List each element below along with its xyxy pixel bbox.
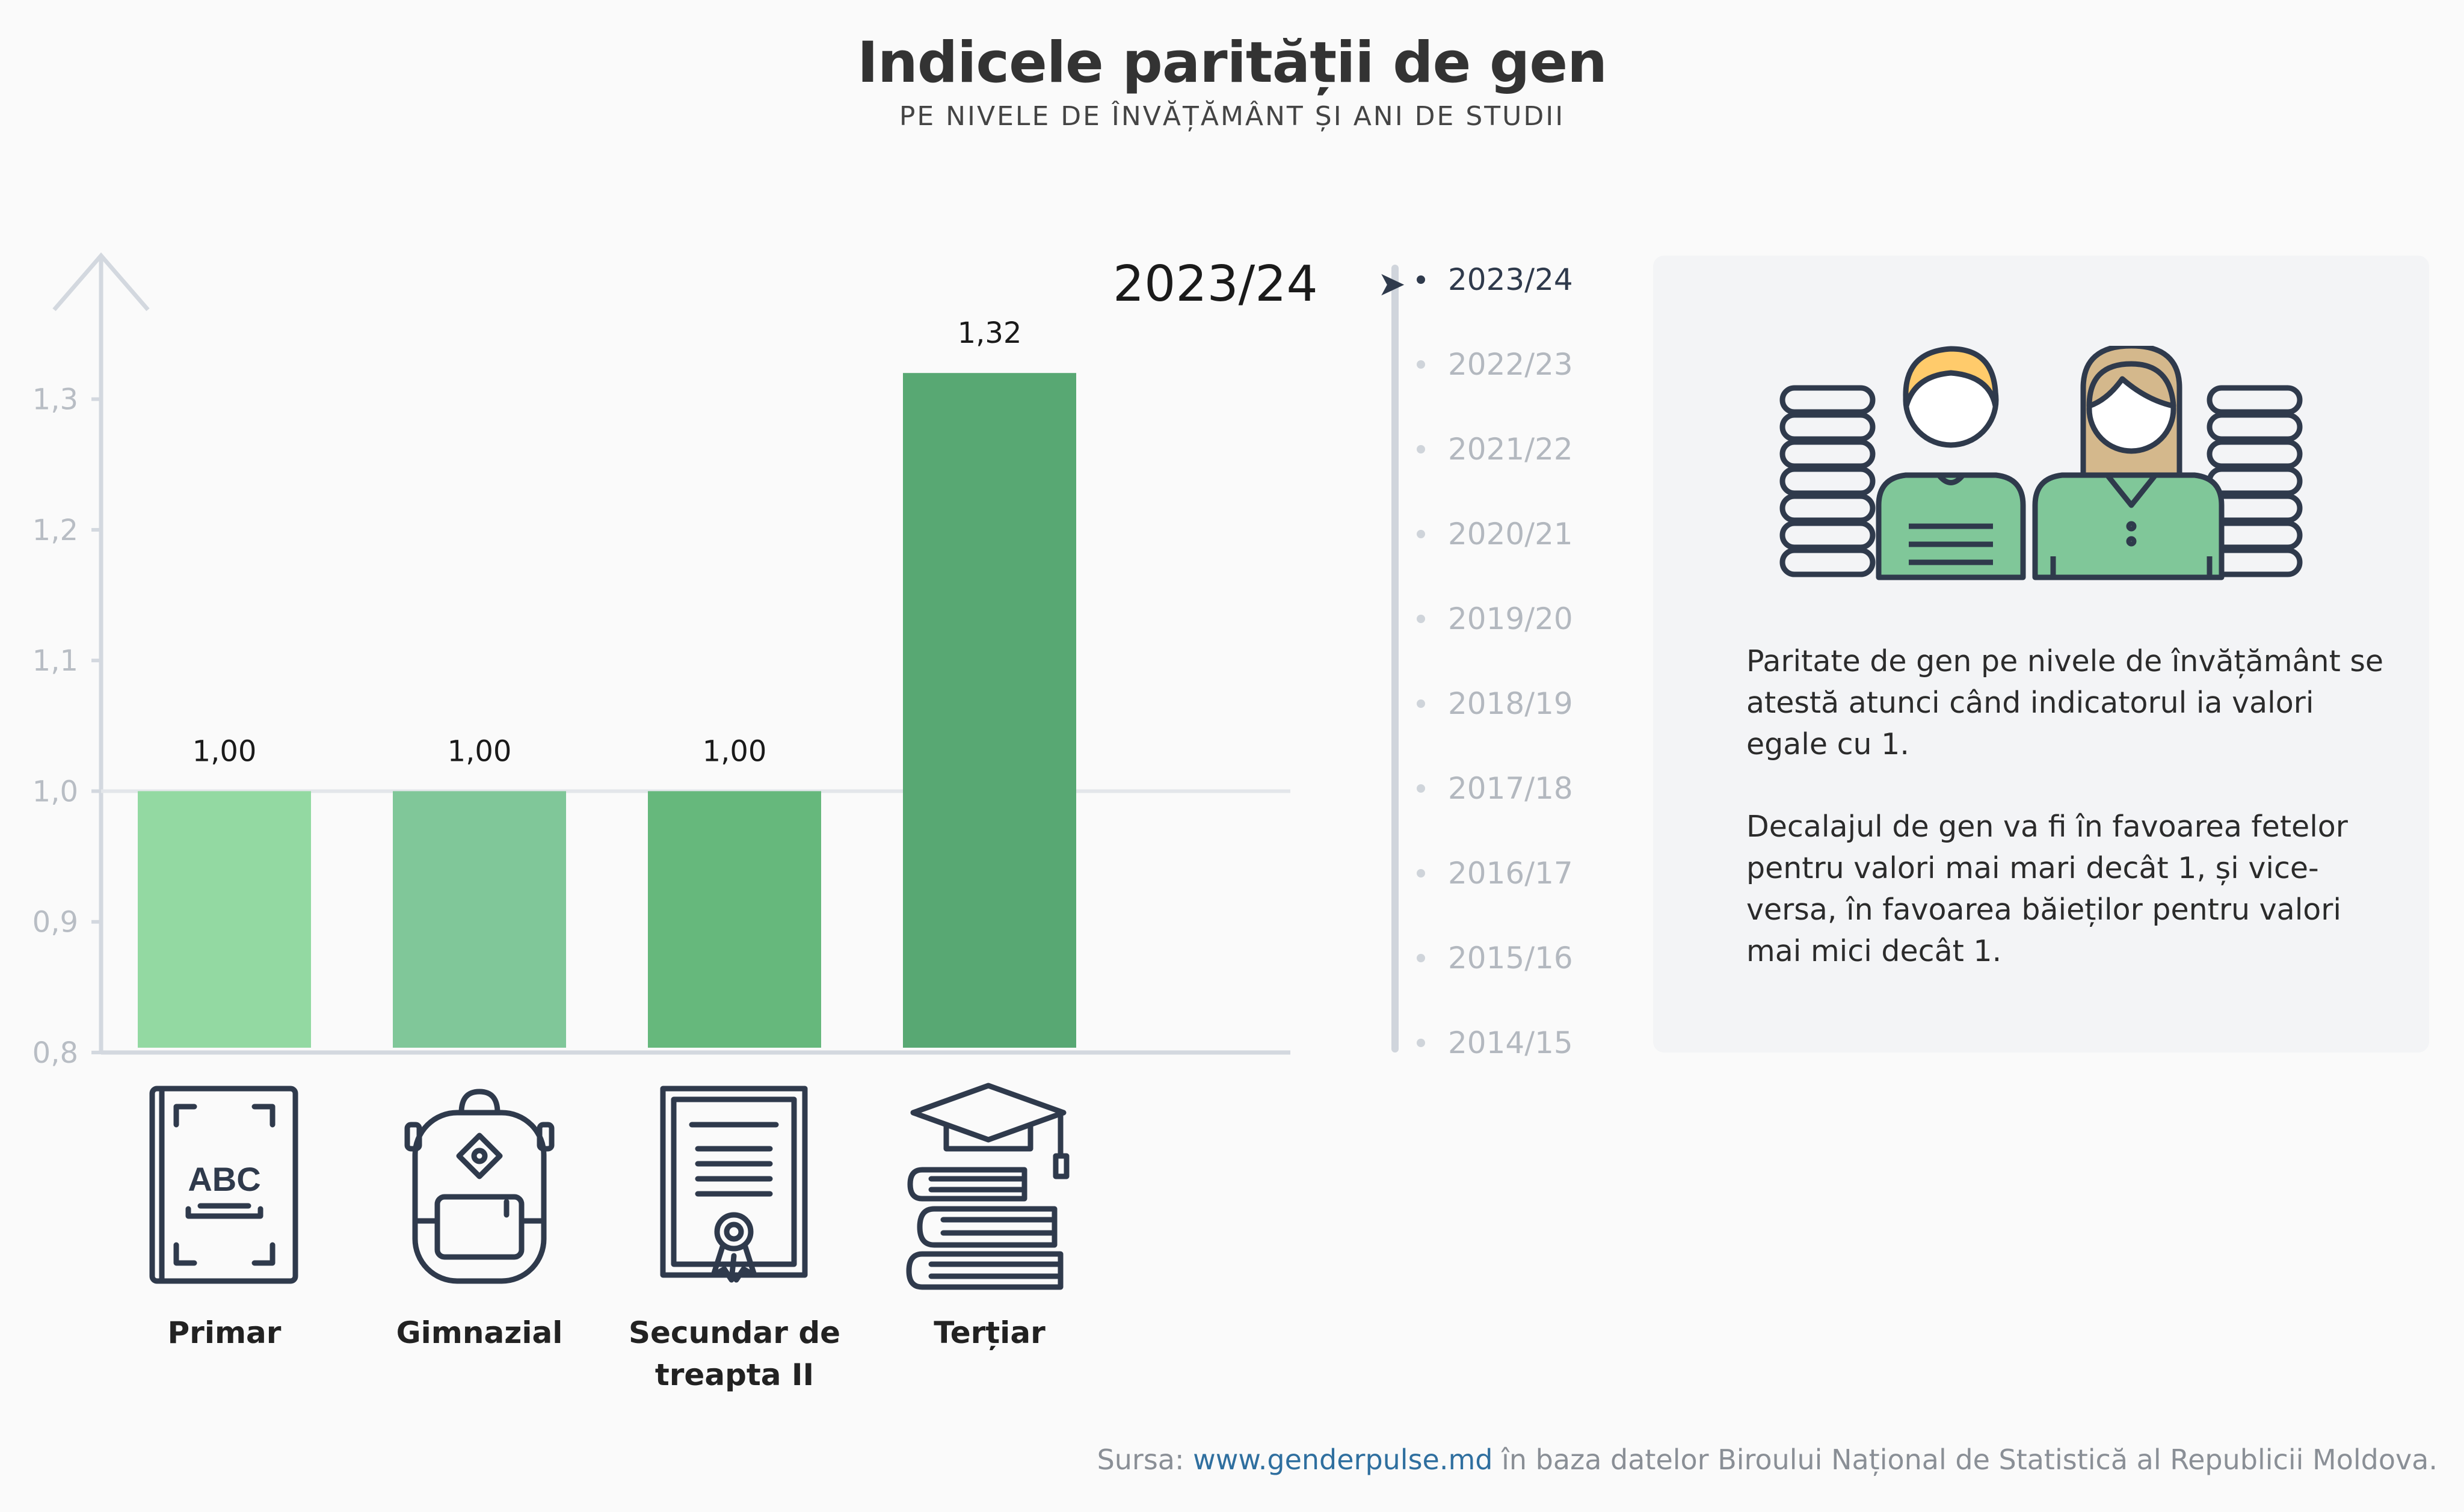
bar-3[interactable] [648,791,821,1048]
timeline-year-label[interactable]: 2015/16 [1448,941,1573,976]
timeline-year-2023-24[interactable]: 2023/24 [1417,262,1573,297]
info-text-parity: Paritate de gen pe nivele de învățământ … [1746,644,2384,761]
timeline-track[interactable] [1391,265,1399,1053]
category-label: Gimnazial [396,1315,563,1350]
books-stack-left-icon [1779,385,1876,577]
timeline-year-label[interactable]: 2021/22 [1448,432,1573,467]
bar-chart: 0,8 0,9 1,0 1,1 1,2 1,3 1,00 Primar 1,00 Gimnazi… [32,252,1290,1392]
timeline-year-2022-23[interactable]: 2022/23 [1417,347,1573,382]
timeline-year-2015-16[interactable]: 2015/16 [1417,941,1573,976]
bar-value-label: 1,00 [448,734,512,768]
timeline-dot[interactable] [1417,869,1425,877]
category-label: Primar [168,1315,282,1350]
girl-student-icon [2032,346,2225,580]
source-link[interactable]: www.genderpulse.md [1193,1443,1493,1476]
year-timeline[interactable]: ➤ 2023/24 2022/23 2021/22 2020/21 2019/20 201… [1378,262,1630,1060]
category-label: treapta II [655,1357,814,1392]
bar-1[interactable] [138,791,311,1048]
category-label: Secundar de [629,1315,840,1350]
y-tick-label: 1,1 [32,644,78,678]
info-panel: Paritate de gen pe nivele de învățământ … [1653,256,2429,1053]
timeline-year-label[interactable]: 2023/24 [1448,262,1573,297]
page-subtitle: PE NIVELE DE ÎNVĂȚĂMÂNT ȘI ANI DE STUDII [899,101,1565,132]
y-tick-label: 0,9 [32,906,78,939]
category-label: Terțiar [934,1315,1046,1350]
timeline-dot[interactable] [1417,699,1425,708]
timeline-year-label[interactable]: 2014/15 [1448,1025,1573,1060]
source-suffix: în baza datelor Biroului Național de Sta… [1492,1443,2438,1476]
timeline-dot[interactable] [1417,954,1425,962]
timeline-year-label[interactable]: 2018/19 [1448,686,1573,721]
students-with-books-illustration [1779,346,2303,580]
timeline-pointer-icon[interactable]: ➤ [1378,265,1406,304]
timeline-dot[interactable] [1417,1039,1425,1047]
svg-text:ABC: ABC [188,1160,260,1198]
y-axis-arrow-icon [52,252,150,312]
abc-book-icon: ABC [149,1086,298,1284]
timeline-dot[interactable] [1417,360,1425,369]
bar-4[interactable] [903,373,1076,1048]
timeline-year-label[interactable]: 2022/23 [1448,347,1573,382]
timeline-year-label[interactable]: 2019/20 [1448,601,1573,636]
backpack-icon [404,1089,555,1284]
timeline-year-2021-22[interactable]: 2021/22 [1417,432,1573,467]
diploma-icon [660,1086,808,1283]
boy-student-icon [1876,346,2026,580]
y-tick-label: 1,3 [32,383,78,417]
timeline-year-2018-19[interactable]: 2018/19 [1417,686,1573,721]
page-title: Indicele parității de gen [857,30,1607,96]
timeline-year-2020-21[interactable]: 2020/21 [1417,517,1573,552]
source-prefix: Sursa: [1097,1443,1194,1476]
timeline-year-2016-17[interactable]: 2016/17 [1417,856,1573,891]
timeline-dot[interactable] [1417,445,1425,453]
y-tick-label: 1,2 [32,514,78,547]
y-tick-label: 1,0 [32,775,78,808]
timeline-year-label[interactable]: 2016/17 [1448,856,1573,891]
bar-value-label: 1,32 [958,316,1022,350]
books-graduation-cap-icon [906,1083,1070,1290]
timeline-dot[interactable] [1417,275,1425,284]
selected-year-label: 2023/24 [1113,256,1318,313]
bar-value-label: 1,00 [192,734,257,768]
info-text-gap: Decalajul de gen va fi în favoarea fetel… [1746,810,2348,968]
timeline-dot[interactable] [1417,615,1425,623]
bar-2[interactable] [393,791,566,1048]
timeline-year-label[interactable]: 2017/18 [1448,771,1573,806]
timeline-dot[interactable] [1417,784,1425,793]
y-tick-label: 0,8 [32,1036,78,1070]
timeline-year-2017-18[interactable]: 2017/18 [1417,771,1573,806]
timeline-year-label[interactable]: 2020/21 [1448,517,1573,552]
timeline-year-2019-20[interactable]: 2019/20 [1417,601,1573,636]
timeline-year-2014-15[interactable]: 2014/15 [1417,1025,1573,1060]
bar-value-label: 1,00 [703,734,767,768]
timeline-dot[interactable] [1417,530,1425,538]
source-note: Sursa: www.genderpulse.md în baza datelo… [1097,1443,2438,1476]
